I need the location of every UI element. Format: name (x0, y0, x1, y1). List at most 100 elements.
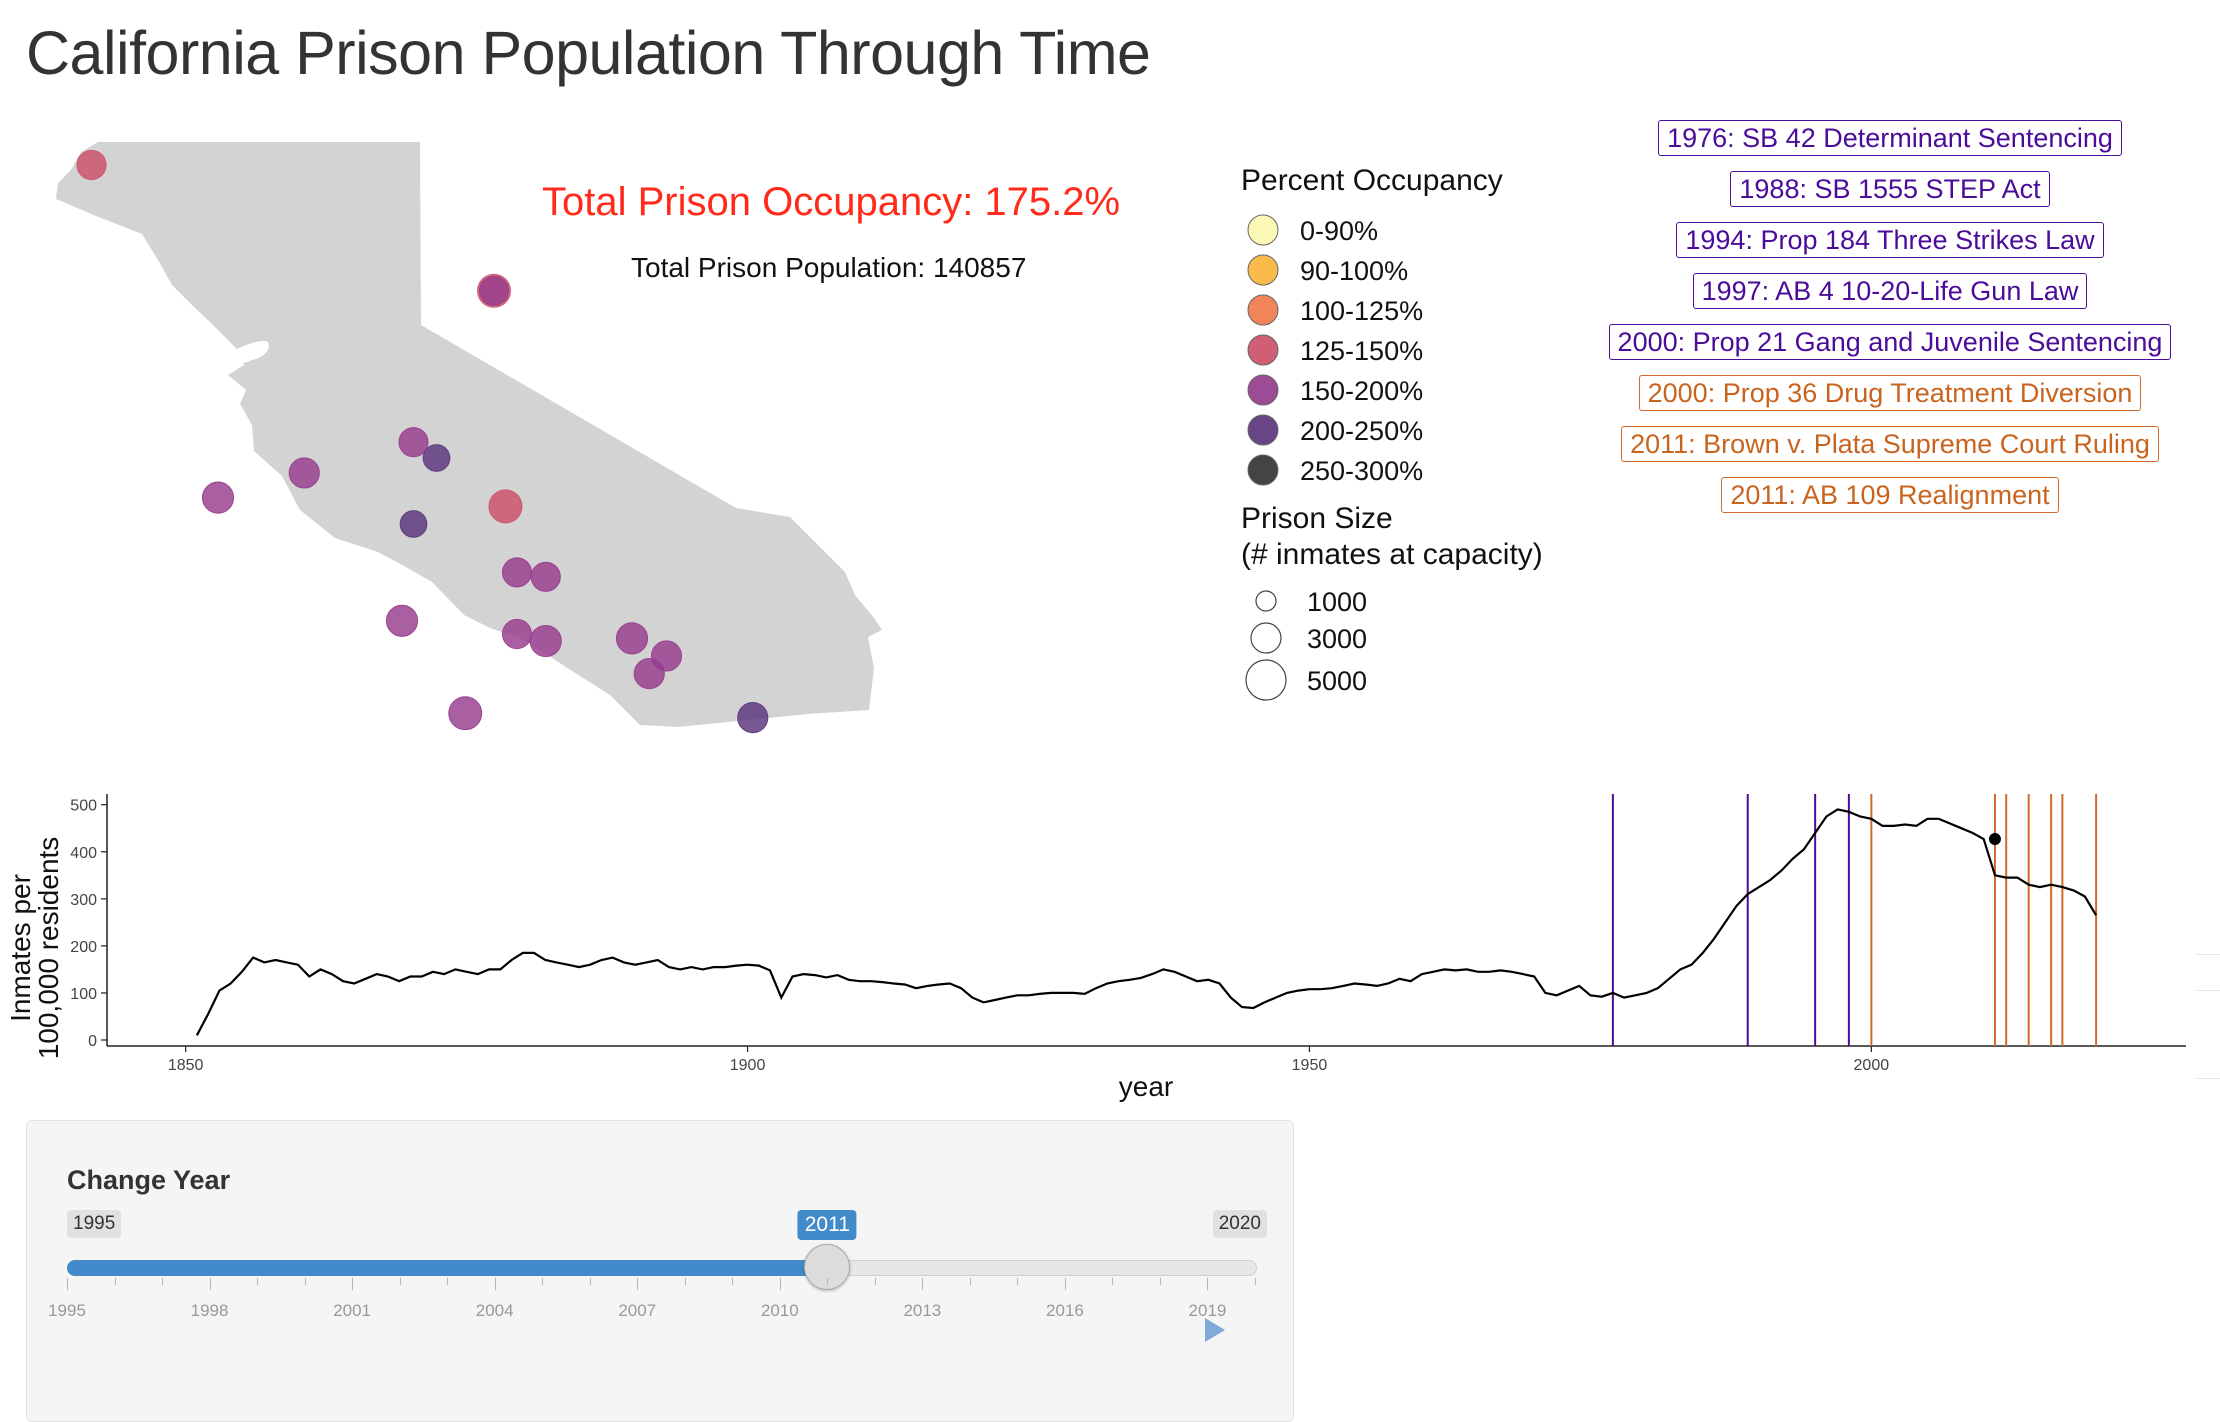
slider-minor-tick (922, 1278, 924, 1290)
current-year-point (1988, 833, 2001, 846)
slider-minor-tick (1112, 1278, 1114, 1285)
x-tick-label: 1950 (1292, 1057, 1328, 1074)
slider-current-badge: 2011 (797, 1210, 857, 1240)
y-tick-label: 500 (70, 798, 97, 815)
x-tick-label: 1900 (730, 1057, 766, 1074)
slider-minor-tick (1064, 1278, 1066, 1290)
size-legend-items: 1000 3000 5000 (1245, 587, 1367, 701)
legend-swatch (1247, 294, 1279, 326)
sf-bay (230, 340, 269, 363)
slider-tick-label: 2019 (1188, 1301, 1227, 1320)
slider-minor-tick (589, 1278, 591, 1285)
size-swatch (1245, 659, 1287, 701)
legend-size-title-2: (# inmates at capacity) (1241, 538, 1543, 571)
slider-minor-tick (1255, 1278, 1256, 1285)
prison-marker (615, 622, 649, 655)
event-label[interactable]: 2000: Prop 21 Gang and Juvenile Sentenci… (1608, 324, 2172, 360)
slider-tick-label: 2013 (903, 1301, 942, 1320)
prison-marker (478, 275, 510, 306)
prison-marker (399, 510, 428, 538)
slider-track-fill (67, 1260, 828, 1276)
slider-minor-tick (114, 1278, 116, 1285)
slider-tick-label: 2001 (333, 1301, 372, 1320)
total-occupancy: Total Prison Occupancy: 175.2% (542, 180, 1121, 224)
legend-size-title-1: Prison Size (1241, 502, 1393, 535)
event-lines (1611, 794, 2098, 1046)
size-label: 1000 (1307, 587, 1367, 617)
y-tick-label: 400 (70, 845, 97, 862)
california-map (56, 142, 882, 734)
event-label[interactable]: 2011: Brown v. Plata Supreme Court Rulin… (1621, 426, 2159, 462)
legend-label: 125-150% (1300, 336, 1423, 366)
legend: Percent Occupancy 0-90% 90-100% 100-125% 12… (1241, 164, 1543, 701)
slider-minor-tick (352, 1278, 354, 1290)
size-label: 3000 (1307, 624, 1367, 654)
slider-tick-label: 1998 (190, 1301, 229, 1320)
size-swatch (1250, 622, 1282, 654)
slider-minor-tick (447, 1278, 449, 1285)
slider-minor-tick (684, 1278, 686, 1285)
legend-label: 100-125% (1300, 296, 1423, 326)
legend-label: 250-300% (1300, 456, 1423, 486)
slider-tick-label: 2016 (1045, 1301, 1084, 1320)
slider-minor-tick (827, 1278, 829, 1285)
slider-minor-tick (732, 1278, 734, 1285)
legend-occupancy-title: Percent Occupancy (1241, 164, 1503, 197)
slider-minor-tick (257, 1278, 259, 1285)
y-axis-label-1: Inmates per (5, 874, 36, 1022)
event-label[interactable]: 2011: AB 109 Realignment (1721, 477, 2059, 513)
slider-minor-tick (304, 1278, 306, 1285)
slider-minor-tick (494, 1278, 496, 1290)
legend-swatch (1247, 214, 1279, 246)
slider-min-badge: 1995 (67, 1210, 122, 1238)
slider-minor-tick (779, 1278, 781, 1290)
event-label[interactable]: 2000: Prop 36 Drug Treatment Diversion (1638, 375, 2142, 411)
play-icon[interactable] (1205, 1318, 1225, 1342)
x-tick-label: 1850 (168, 1057, 204, 1074)
legend-label: 150-200% (1300, 376, 1423, 406)
slider-minor-tick (1017, 1278, 1019, 1285)
y-tick-label: 100 (70, 986, 97, 1003)
y-tick-label: 0 (88, 1033, 97, 1050)
prison-marker (398, 427, 429, 458)
policy-events-list: 1976: SB 42 Determinant Sentencing 1988: … (1580, 120, 2200, 528)
legend-swatch (1247, 254, 1279, 286)
event-label[interactable]: 1988: SB 1555 STEP Act (1730, 171, 2050, 207)
prison-marker (385, 604, 419, 637)
legend-swatch (1247, 374, 1279, 406)
prison-marker (501, 618, 533, 650)
slider-tick-label: 1995 (48, 1301, 86, 1320)
slider-minor-tick (162, 1278, 164, 1285)
slider-minor-tick (399, 1278, 401, 1285)
y-tick-label: 200 (70, 939, 97, 956)
slider-minor-tick (542, 1278, 544, 1285)
california-outline (56, 142, 882, 727)
prison-marker (76, 149, 107, 181)
occupancy-legend-items: 0-90% 90-100% 100-125% 125-150% 150-200% 200-… (1247, 214, 1423, 486)
chart-axes: 0 100 200 300 400 500 1850 1900 1950 2000 (70, 794, 2186, 1074)
slider-tick-label: 2004 (475, 1301, 514, 1320)
prison-marker (488, 489, 523, 524)
slider-minor-tick (1159, 1278, 1161, 1285)
slider-minor-tick (1207, 1278, 1209, 1290)
timeseries-chart: 0 100 200 300 400 500 1850 1900 1950 2000 year In… (5, 794, 2186, 1102)
slider-minor-tick (209, 1278, 211, 1290)
event-label[interactable]: 1997: AB 4 10-20-Life Gun Law (1692, 273, 2088, 309)
prison-markers (76, 149, 769, 734)
x-tick-label: 2000 (1854, 1057, 1890, 1074)
size-swatch (1255, 590, 1277, 612)
page-title: California Prison Population Through Tim… (26, 19, 1151, 87)
event-label[interactable]: 1976: SB 42 Determinant Sentencing (1658, 120, 2122, 156)
prison-marker (737, 702, 769, 734)
prison-marker (529, 624, 562, 658)
size-label: 5000 (1307, 666, 1367, 696)
legend-swatch (1247, 334, 1279, 366)
y-axis-label-2: 100,000 residents (33, 837, 64, 1060)
event-label[interactable]: 1994: Prop 184 Three Strikes Law (1676, 222, 2104, 258)
legend-label: 200-250% (1300, 416, 1423, 446)
slider-minor-tick (969, 1278, 971, 1285)
slider-max-badge: 2020 (1212, 1210, 1267, 1238)
legend-label: 0-90% (1300, 216, 1378, 246)
prison-marker (530, 561, 561, 592)
slider-tick-label: 2007 (618, 1301, 657, 1320)
